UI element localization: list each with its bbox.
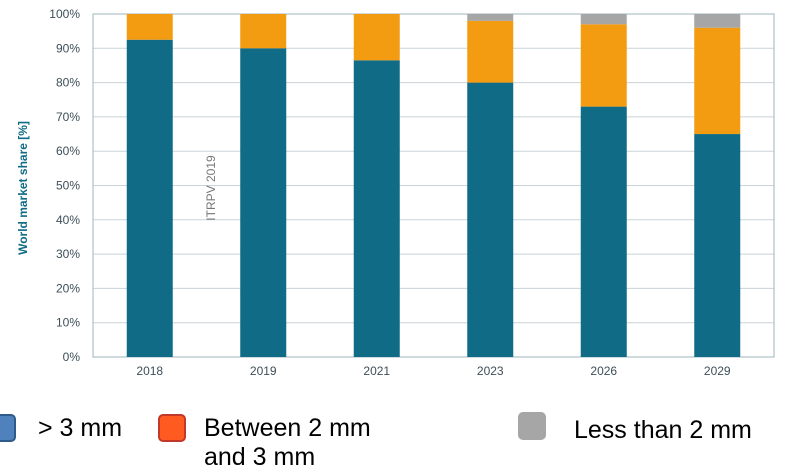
x-tick-label: 2026 [590, 364, 617, 378]
legend-label-gt-3mm: > 3 mm [38, 414, 123, 442]
plot-frame [92, 13, 775, 358]
legend-item-lt-2mm: Less than 2 mm [518, 412, 752, 445]
bar-segment-2026-series-3 [580, 14, 627, 25]
y-tick-label: 0% [63, 350, 81, 364]
y-tick-label: 90% [56, 41, 80, 55]
legend-swatch-2-3mm [158, 414, 186, 442]
x-tick-label: 2019 [250, 364, 277, 378]
x-tick-label: 2021 [363, 364, 390, 378]
legend-item-gt-3mm: > 3 mm [0, 414, 122, 443]
legend-swatch-lt-2mm [518, 412, 546, 440]
bar-segment-2023-series-3 [467, 14, 514, 21]
bar-segment-2029-series-3 [694, 14, 741, 28]
bar-segment-2021-series-2 [353, 14, 400, 61]
bar-segment-2018-series-2 [126, 14, 173, 40]
y-tick-label: 50% [56, 179, 80, 193]
y-tick-label: 30% [56, 247, 80, 261]
legend-label-2-3mm-line2: and 3 mm [204, 443, 316, 471]
x-tick-label: 2023 [477, 364, 504, 378]
bar-segment-2019-series-2 [240, 14, 287, 49]
y-tick-label: 60% [56, 144, 80, 158]
y-tick-label: 20% [56, 281, 80, 295]
bar-segment-2029-series-1 [694, 134, 741, 357]
legend-label-2-3mm-line1: Between 2 mm [204, 414, 371, 442]
watermark: ITRPV 2019 [204, 155, 218, 221]
x-tick-label: 2018 [136, 364, 163, 378]
y-tick-label: 10% [56, 316, 80, 330]
y-tick-label: 80% [56, 76, 80, 90]
bar-segment-2021-series-1 [353, 60, 400, 358]
x-tick-label: 2029 [704, 364, 731, 378]
gridlines [92, 13, 775, 358]
bar-segment-2019-series-1 [240, 48, 287, 358]
y-tick-labels: 0% 10% 20% 30% 40% 50% 60% 70% 80% 90% 100% [49, 7, 80, 364]
bar-segment-2018-series-1 [126, 39, 173, 357]
y-tick-label: 40% [56, 213, 80, 227]
stacked-bar-chart: 0%10%20%30%40%50%60%70%80%90%100% 2018 20… [16, 7, 775, 378]
bar-segment-2026-series-2 [580, 24, 627, 107]
bar-segment-2023-series-1 [467, 82, 514, 357]
bar-segment-2026-series-1 [580, 106, 627, 357]
bar-segment-2029-series-2 [694, 27, 741, 135]
bars [126, 14, 741, 358]
legend-swatch-gt-3mm [0, 414, 16, 442]
x-tick-labels: 2018 2019 2021 2023 2026 2029 [136, 364, 731, 378]
legend: > 3 mm Between 2 mm and 3 mm Less than 2… [0, 404, 805, 476]
bar-segment-2023-series-2 [467, 20, 514, 83]
legend-label-lt-2mm: Less than 2 mm [574, 416, 752, 444]
y-tick-label: 100% [49, 7, 80, 21]
y-axis-label: World market share [%] [16, 121, 30, 255]
legend-item-2-3mm: Between 2 mm and 3 mm [158, 414, 371, 472]
y-tick-label: 70% [56, 110, 80, 124]
